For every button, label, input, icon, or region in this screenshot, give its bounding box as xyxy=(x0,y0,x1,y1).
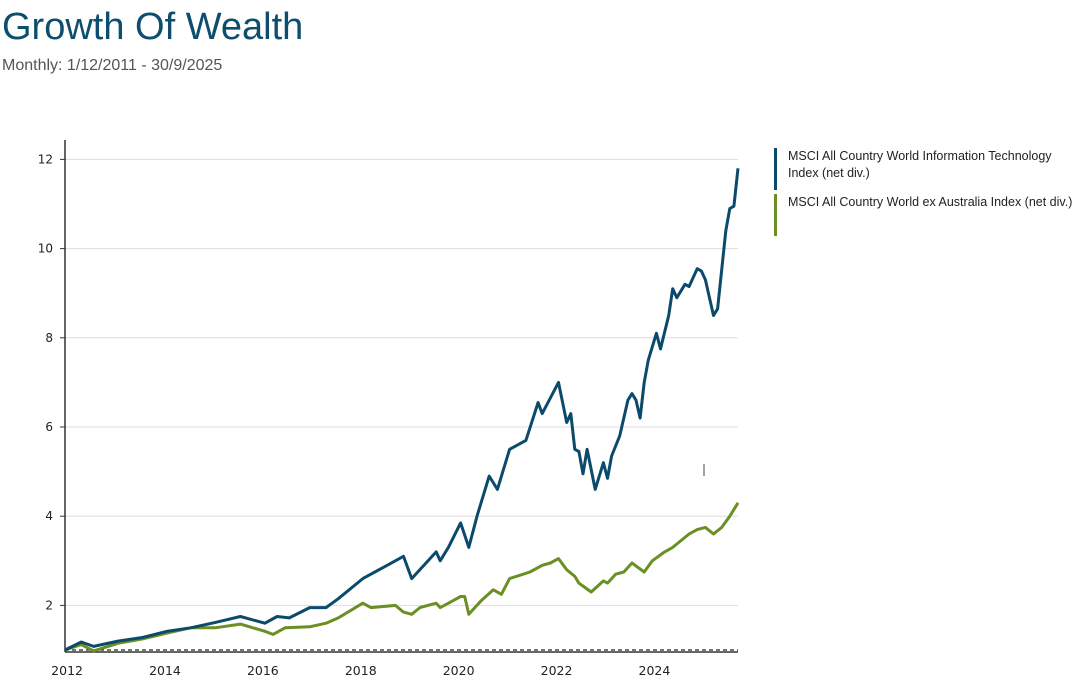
y-tick-label: 10 xyxy=(38,242,53,256)
legend-label: MSCI All Country World ex Australia Inde… xyxy=(788,195,1073,209)
series-line-tech xyxy=(64,168,740,652)
y-tick-label: 4 xyxy=(45,509,53,523)
legend-item-tech: MSCI All Country World Information Techn… xyxy=(774,148,1074,190)
legend-swatch xyxy=(774,148,777,190)
x-tick-label: 2024 xyxy=(639,663,671,678)
legend: MSCI All Country World Information Techn… xyxy=(774,148,1074,236)
x-tick-label: 2018 xyxy=(345,663,377,678)
x-tick-label: 2020 xyxy=(443,663,475,678)
page-subtitle: Monthly: 1/12/2011 - 30/9/2025 xyxy=(2,57,223,74)
legend-swatch xyxy=(774,194,777,236)
legend-label: MSCI All Country World Information Techn… xyxy=(788,149,1052,180)
x-tick-label: 2014 xyxy=(149,663,181,678)
legend-item-world: MSCI All Country World ex Australia Inde… xyxy=(774,194,1074,236)
x-tick-label: 2012 xyxy=(51,663,83,678)
series-line-world xyxy=(64,502,740,653)
y-tick-label: 12 xyxy=(38,152,53,166)
y-tick-label: 6 xyxy=(45,420,53,434)
x-tick-label: 2022 xyxy=(541,663,573,678)
y-tick-label: 8 xyxy=(45,331,53,345)
page-title: Growth Of Wealth xyxy=(2,6,304,48)
y-tick-label: 2 xyxy=(45,598,53,612)
x-tick-label: 2016 xyxy=(247,663,279,678)
